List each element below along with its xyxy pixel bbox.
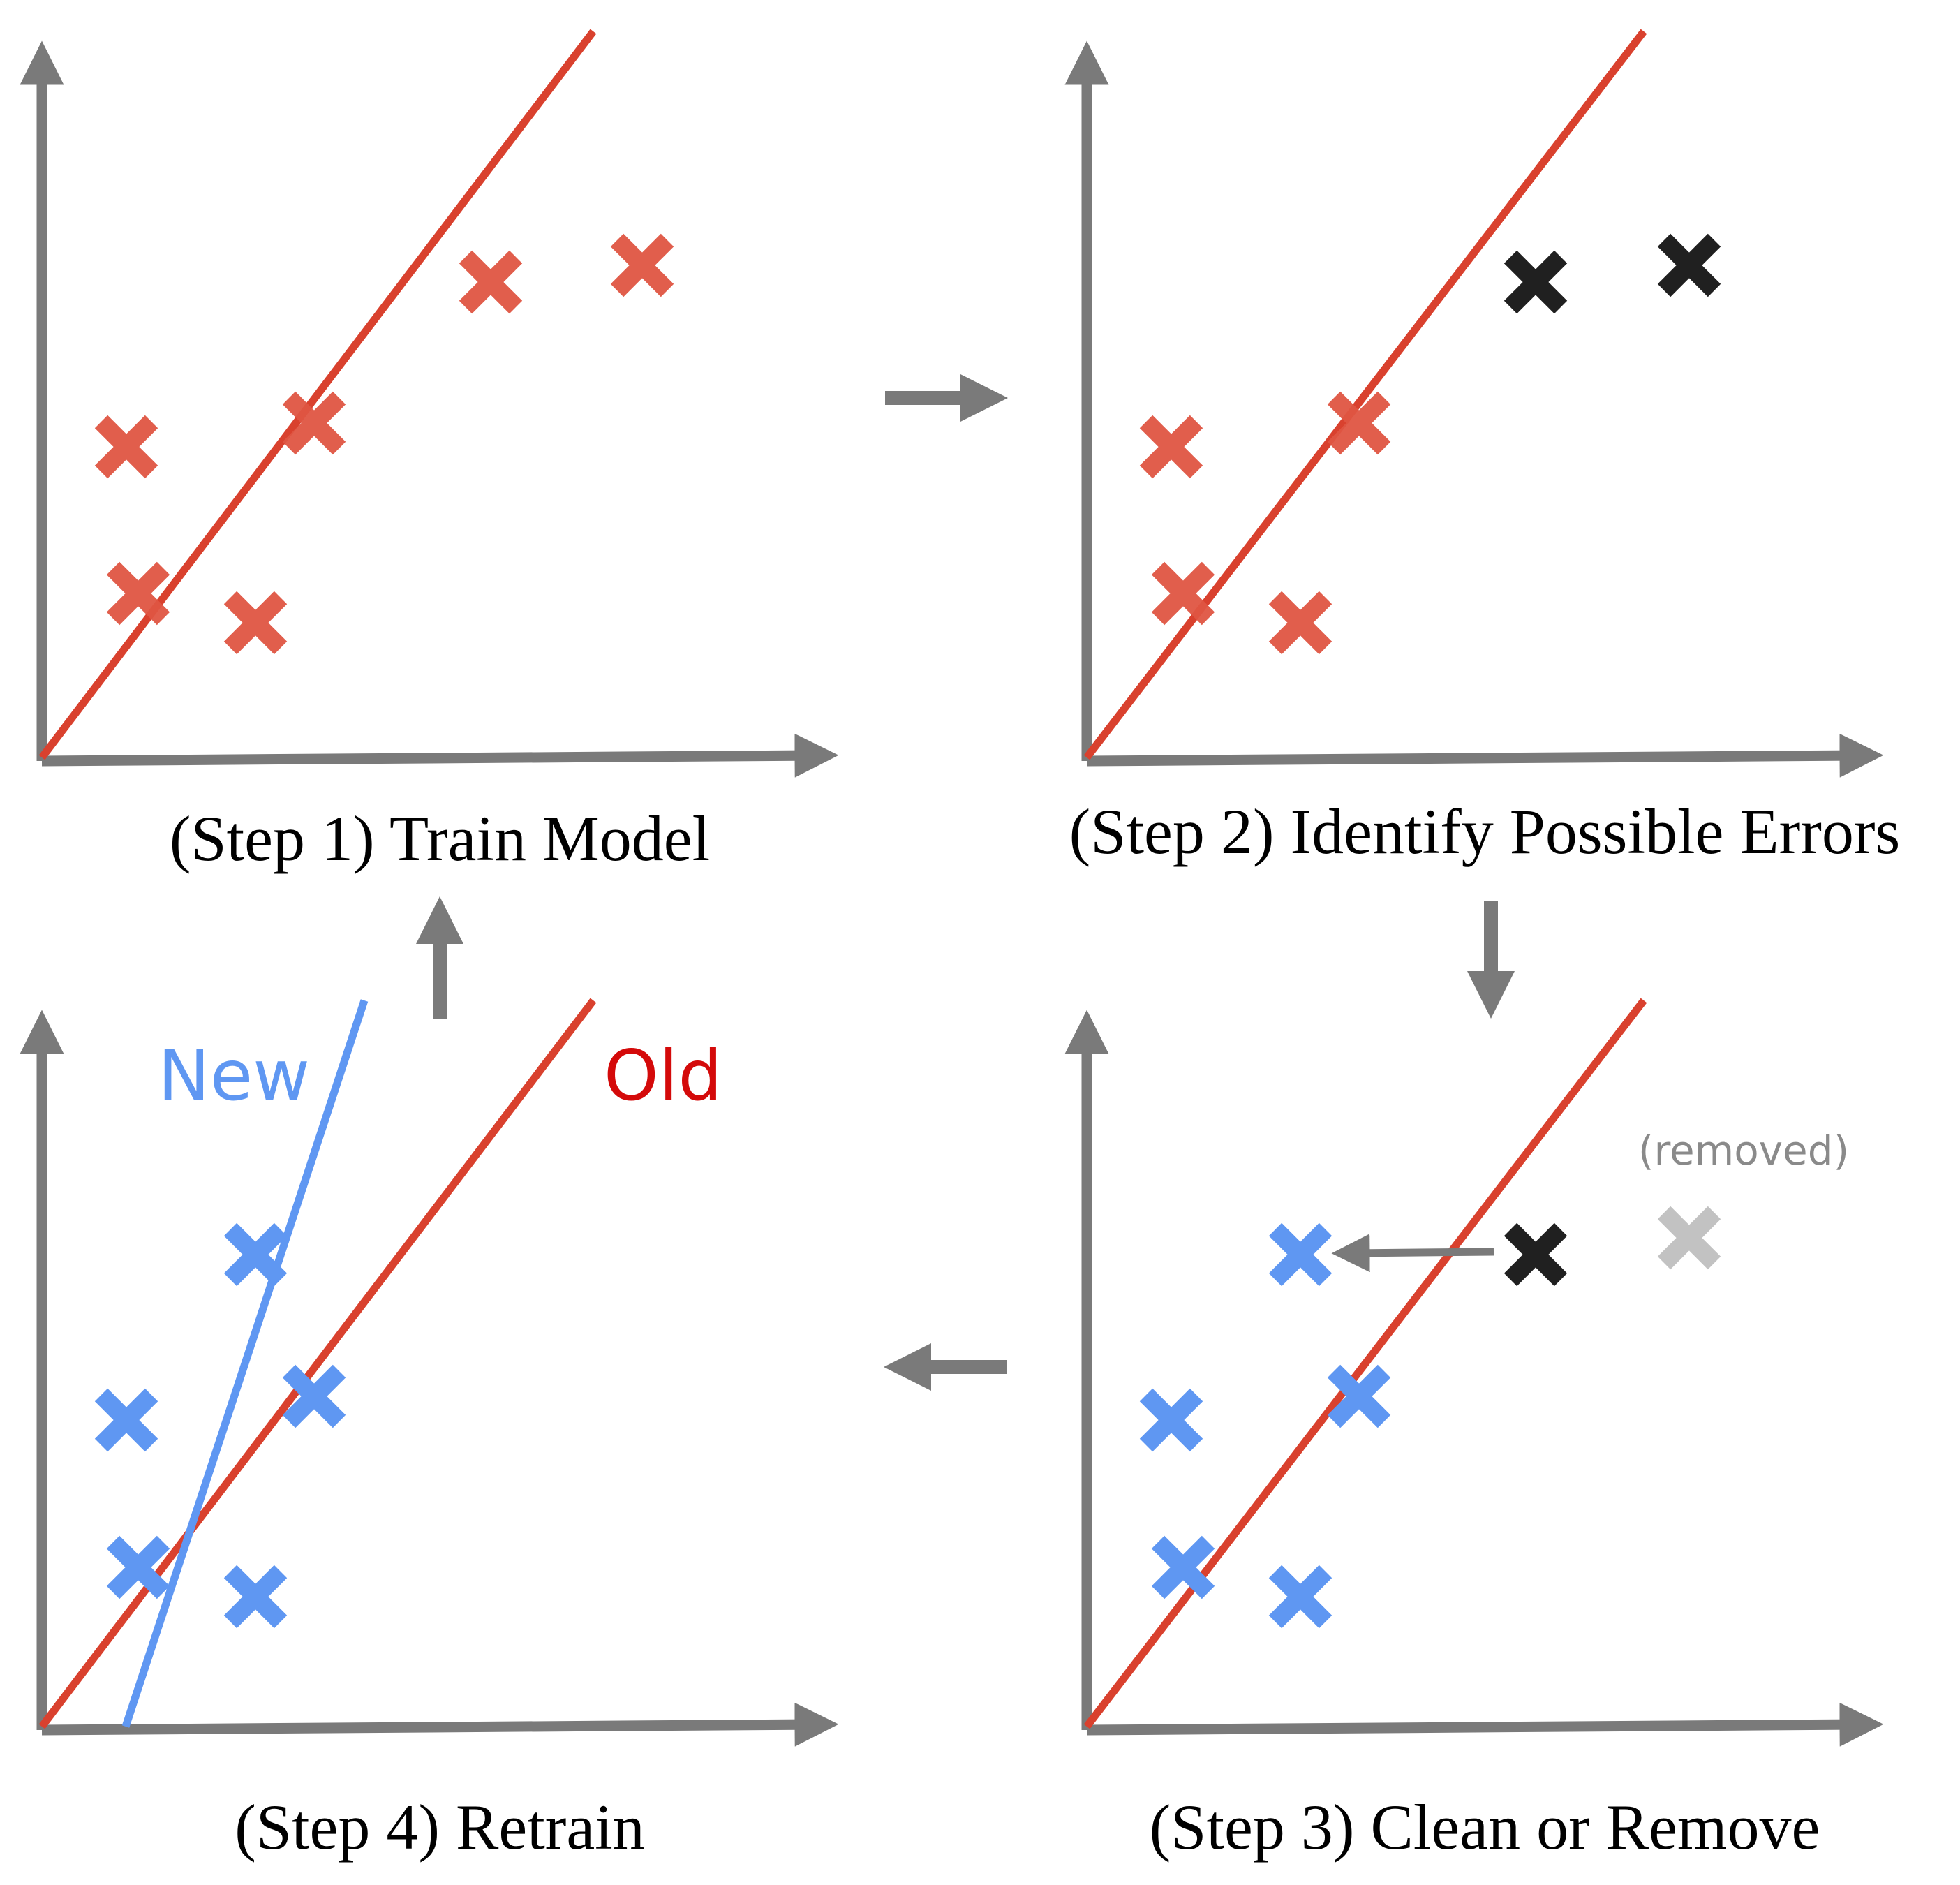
caption-step1: (Step 1) Train Model [170, 803, 710, 874]
x-axis [1086, 1702, 1884, 1747]
label-old: Old [604, 1035, 722, 1116]
data-point [1151, 1535, 1215, 1599]
fit-line-old [1083, 998, 1647, 1729]
data-point [610, 233, 674, 297]
data-point [1139, 1388, 1203, 1452]
original-error-point [1504, 1222, 1568, 1287]
fit-line-new [121, 999, 369, 1728]
panel-step4: New Old (Step 4) Retrain [20, 998, 839, 1863]
data-point [94, 1388, 158, 1452]
data-point [106, 561, 170, 626]
data-point [223, 591, 288, 655]
fit-line-old [38, 998, 597, 1729]
data-point [1327, 391, 1391, 455]
suspected-error-point [1504, 250, 1568, 314]
panel-step2: (Step 2) Identify Possible Errors [1064, 29, 1901, 867]
panel-step1: (Step 1) Train Model [20, 29, 839, 874]
caption-step3: (Step 3) Clean or Remove [1150, 1791, 1820, 1863]
fit-line-old [1083, 29, 1647, 760]
data-point [223, 1565, 288, 1629]
data-point [1151, 561, 1215, 626]
data-point [1268, 591, 1332, 655]
x-axis [41, 1702, 839, 1747]
data-point [282, 1364, 346, 1428]
caption-step2: (Step 2) Identify Possible Errors [1069, 796, 1901, 867]
data-point [282, 391, 346, 455]
panel-step3: (removed) (Step 3) Clean or Remove [1064, 998, 1884, 1863]
data-point [1139, 415, 1203, 479]
suspected-error-point [1657, 233, 1721, 297]
x-axis [1086, 733, 1884, 778]
x-axis [41, 733, 839, 778]
caption-step4: (Step 4) Retrain [235, 1791, 645, 1863]
label-new: New [158, 1035, 310, 1116]
fit-line-old [38, 29, 597, 760]
cleaned-point [1268, 1222, 1332, 1287]
data-point [106, 1535, 170, 1599]
data-point [459, 250, 523, 314]
data-point [1327, 1364, 1391, 1428]
data-point [1268, 1565, 1332, 1629]
clean-move-arrow [1331, 1234, 1494, 1273]
data-point [223, 1222, 288, 1287]
data-point [94, 415, 158, 479]
removed-label: (removed) [1638, 1127, 1849, 1174]
removed-point [1657, 1206, 1721, 1270]
